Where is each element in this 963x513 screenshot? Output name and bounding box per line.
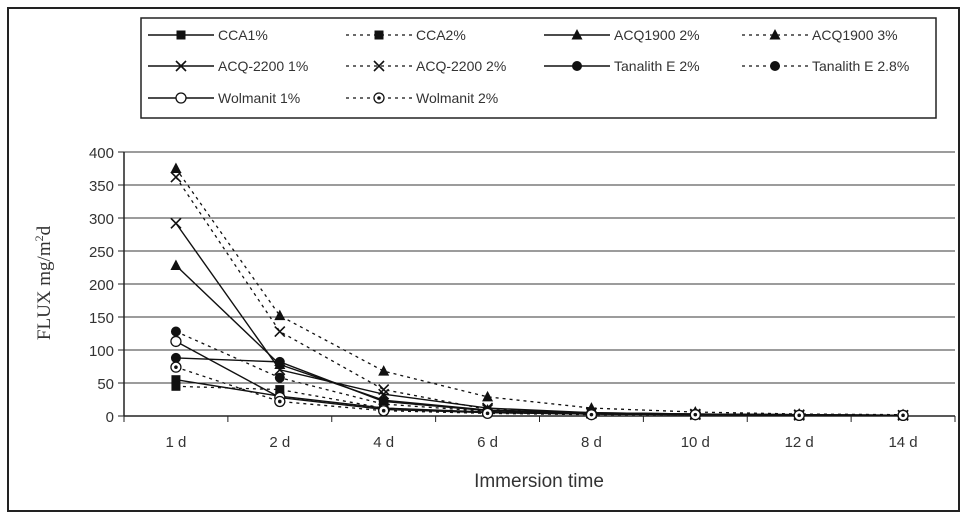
data-point (171, 375, 181, 385)
data-point (793, 409, 805, 421)
data-point (274, 325, 286, 338)
data-point (274, 309, 286, 321)
legend-marker (175, 92, 187, 104)
data-point (170, 162, 182, 173)
marker-center (377, 96, 381, 100)
legend-entry: ACQ1900 3% (742, 27, 898, 43)
legend-marker (770, 61, 780, 71)
series-wolmanit-2- (170, 361, 909, 421)
marker-center (174, 365, 178, 369)
y-tick-label: 50 (97, 376, 114, 393)
legend-label: Wolmanit 1% (218, 90, 300, 106)
data-point (170, 335, 182, 348)
marker-center (381, 408, 386, 413)
data-point (897, 409, 909, 421)
series-line (175, 168, 904, 416)
x-tick-label: 2 d (269, 434, 290, 451)
legend-entry: Tanalith E 2% (544, 58, 700, 74)
legend-label: ACQ1900 2% (614, 27, 700, 43)
legend-entry: Wolmanit 2% (346, 90, 498, 106)
marker-center (901, 413, 905, 418)
y-tick-label: 150 (89, 310, 114, 327)
y-axis-title-tail: d (34, 225, 55, 235)
legend-label: ACQ-2200 1% (218, 58, 308, 74)
marker-center (589, 412, 594, 417)
legend-label: ACQ1900 3% (812, 27, 898, 43)
legend-marker (373, 92, 385, 104)
data-point (275, 385, 285, 395)
x-tick-label: 4 d (373, 434, 394, 451)
data-point (274, 356, 285, 367)
legend-entry: Tanalith E 2.8% (742, 58, 909, 74)
data-point (378, 365, 390, 376)
data-point (170, 171, 182, 183)
data-point (482, 390, 494, 402)
legend-entry: ACQ1900 2% (544, 27, 700, 43)
y-tick-label: 0 (106, 409, 114, 426)
legend-entry: CCA1% (148, 27, 268, 43)
legend-label: CCA1% (218, 27, 268, 43)
legend-marker (373, 60, 385, 72)
x-tick-label: 8 d (581, 434, 602, 451)
data-point (171, 381, 181, 391)
legend-entry: ACQ-2200 1% (148, 58, 308, 74)
y-tick-label: 400 (89, 145, 114, 162)
legend-label: Tanalith E 2% (614, 58, 700, 74)
data-point (274, 372, 285, 383)
series-line (175, 366, 904, 416)
x-tick-label: 14 d (888, 434, 917, 451)
legend-label: Tanalith E 2.8% (812, 58, 909, 74)
data-point (170, 259, 182, 271)
legend-marker (769, 29, 781, 40)
data-point (481, 407, 494, 420)
y-axis-title: FLUX mg/m2d (32, 225, 55, 340)
x-axis-title: Immersion time (474, 471, 604, 492)
x-tick-label: 12 d (785, 434, 814, 451)
legend-marker (374, 30, 384, 40)
legend-entry: Wolmanit 1% (148, 90, 300, 106)
legend-layer: CCA1% CCA2% ACQ1900 2% ACQ1900 3% ACQ-2200 1… (148, 27, 909, 106)
legend-entry: ACQ-2200 2% (346, 58, 506, 74)
legend-marker (571, 29, 583, 40)
x-tick-label: 6 d (477, 434, 498, 451)
grid-layer (124, 151, 955, 417)
data-point (378, 405, 390, 417)
marker-center (797, 413, 801, 418)
x-tick-label: 1 d (166, 434, 187, 451)
marker-center (278, 399, 282, 404)
y-tick-label: 350 (89, 178, 114, 195)
legend-label: ACQ-2200 2% (416, 58, 506, 74)
y-axis-title-main: FLUX mg/m (34, 241, 55, 340)
legend-label: Wolmanit 2% (416, 90, 498, 106)
legend-marker (176, 30, 186, 40)
y-tick-label: 300 (89, 211, 114, 228)
data-point (170, 217, 182, 229)
series-layer (170, 162, 909, 421)
data-point (689, 409, 701, 421)
legend-marker (572, 61, 582, 71)
data-point (378, 384, 390, 396)
data-point (274, 395, 286, 408)
data-point (585, 409, 598, 421)
y-tick-label: 200 (89, 277, 114, 294)
marker-center (485, 411, 490, 416)
legend-label: CCA2% (416, 27, 466, 43)
x-tick-label: 10 d (681, 434, 710, 451)
data-point (170, 352, 181, 363)
y-axis-title-sup: 2 (32, 235, 46, 241)
legend-entry: CCA2% (346, 27, 466, 43)
y-tick-label: 100 (89, 343, 114, 360)
y-tick-label: 250 (89, 244, 114, 261)
data-point (170, 326, 181, 337)
legend-box (140, 17, 937, 119)
data-point (170, 361, 182, 373)
marker-center (693, 412, 698, 417)
data-point (274, 364, 286, 376)
legend-marker (175, 60, 187, 72)
